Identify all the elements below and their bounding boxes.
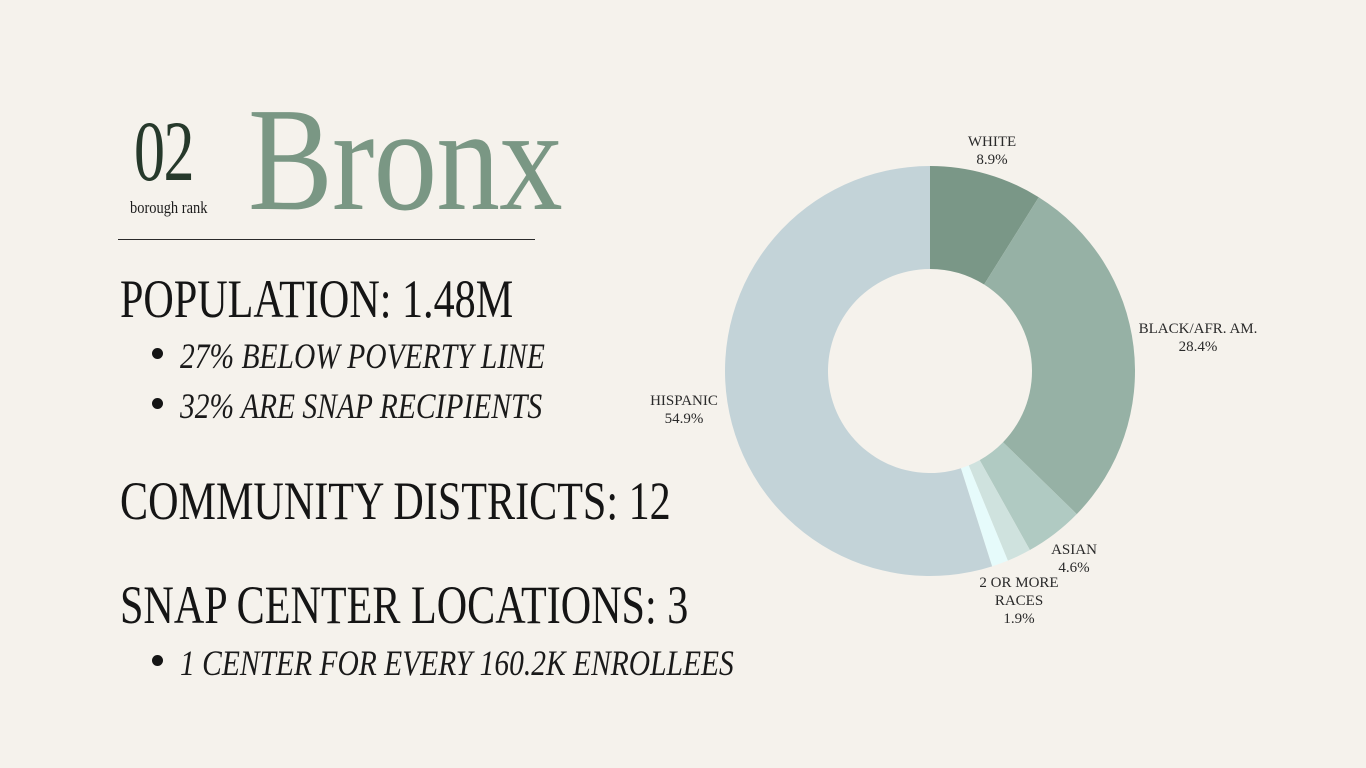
- slice-category-label: ASIAN: [1051, 542, 1097, 558]
- slice-category-label: WHITE: [968, 134, 1016, 150]
- slice-value-label: 28.4%: [1179, 339, 1218, 355]
- donut-slice-5: [725, 165, 993, 576]
- borough-title: Bronx: [248, 78, 563, 242]
- slice-value-label: 4.6%: [1058, 560, 1089, 576]
- slice-value-label: 8.9%: [976, 152, 1007, 168]
- snap-centers-heading: SNAP CENTER LOCATIONS: 3: [120, 575, 689, 635]
- snap-recipients-bullet-text: 32% ARE SNAP RECIPIENTS: [180, 386, 543, 426]
- borough-rank-number: 02: [134, 103, 194, 199]
- enrollees-bullet-text: 1 CENTER FOR EVERY 160.2K ENROLLEES: [180, 643, 734, 683]
- donut-slice-1: [984, 197, 1135, 515]
- bullet-dot: [152, 348, 163, 359]
- title-divider: [118, 239, 535, 240]
- bullet-dot: [152, 398, 163, 409]
- population-heading: POPULATION: 1.48M: [120, 269, 514, 329]
- slice-value-label: 54.9%: [665, 411, 704, 427]
- donut-slice-0: [930, 166, 1039, 285]
- slice-category-label: BLACK/AFR. AM.: [1139, 321, 1258, 337]
- slice-category-label: RACES: [995, 593, 1043, 609]
- bullet-dot: [152, 655, 163, 666]
- donut-slice-4: [960, 465, 1008, 567]
- community-districts-heading: COMMUNITY DISTRICTS: 12: [120, 471, 671, 531]
- slice-value-label: 1.9%: [1003, 611, 1034, 627]
- poverty-bullet-text: 27% BELOW POVERTY LINE: [180, 336, 545, 376]
- donut-slice-2: [979, 442, 1077, 551]
- donut-slice-3: [968, 460, 1030, 561]
- borough-rank-caption: borough rank: [130, 198, 208, 217]
- slice-category-label: 2 OR MORE: [979, 575, 1058, 591]
- slice-category-label: HISPANIC: [650, 393, 718, 409]
